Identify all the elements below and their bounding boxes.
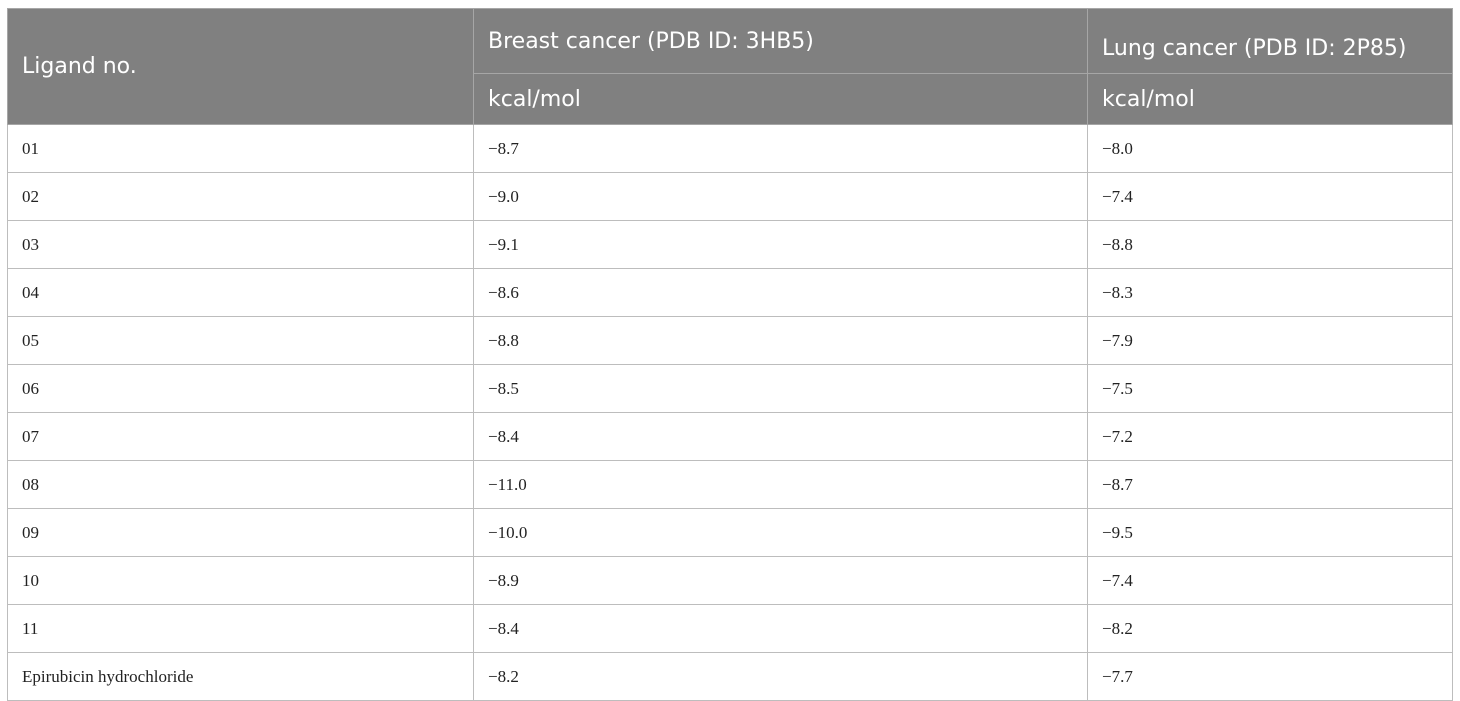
- cell-breast-energy: −8.8: [473, 316, 1088, 365]
- cell-lung-energy: −8.7: [1087, 460, 1453, 509]
- header-ligand-no: Ligand no.: [7, 8, 474, 125]
- cell-breast-energy: −10.0: [473, 508, 1088, 557]
- cell-lung-energy: −8.2: [1087, 604, 1453, 653]
- table-row: 04 −8.6 −8.3: [7, 268, 1453, 317]
- cell-ligand: 08: [7, 460, 474, 509]
- cell-ligand: 04: [7, 268, 474, 317]
- cell-lung-energy: −9.5: [1087, 508, 1453, 557]
- docking-results-table: Ligand no. Breast cancer (PDB ID: 3HB5) …: [7, 8, 1453, 701]
- table-row: 05 −8.8 −7.9: [7, 316, 1453, 365]
- cell-breast-energy: −9.0: [473, 172, 1088, 221]
- table-row: 06 −8.5 −7.5: [7, 364, 1453, 413]
- cell-ligand: 05: [7, 316, 474, 365]
- cell-breast-energy: −11.0: [473, 460, 1088, 509]
- cell-lung-energy: −7.2: [1087, 412, 1453, 461]
- cell-ligand: 01: [7, 124, 474, 173]
- cell-lung-energy: −7.5: [1087, 364, 1453, 413]
- header-lung-unit: kcal/mol: [1087, 73, 1453, 125]
- cell-lung-energy: −8.3: [1087, 268, 1453, 317]
- header-lung-cancer: Lung cancer (PDB ID: 2P85): [1087, 8, 1453, 74]
- table-row: 08 −11.0 −8.7: [7, 460, 1453, 509]
- cell-lung-energy: −8.0: [1087, 124, 1453, 173]
- header-row-units: kcal/mol kcal/mol: [8, 73, 1453, 125]
- cell-ligand: Epirubicin hydrochloride: [7, 652, 474, 701]
- table-row: 07 −8.4 −7.2: [7, 412, 1453, 461]
- cell-breast-energy: −8.7: [473, 124, 1088, 173]
- table-header: Ligand no. Breast cancer (PDB ID: 3HB5) …: [7, 8, 1453, 125]
- table-row: 02 −9.0 −7.4: [7, 172, 1453, 221]
- cell-lung-energy: −8.8: [1087, 220, 1453, 269]
- cell-ligand: 03: [7, 220, 474, 269]
- cell-breast-energy: −8.4: [473, 412, 1088, 461]
- table-row: Epirubicin hydrochloride −8.2 −7.7: [7, 652, 1453, 701]
- cell-lung-energy: −7.4: [1087, 172, 1453, 221]
- docking-results-table-container: Ligand no. Breast cancer (PDB ID: 3HB5) …: [7, 8, 1453, 701]
- table-row: 09 −10.0 −9.5: [7, 508, 1453, 557]
- cell-breast-energy: −9.1: [473, 220, 1088, 269]
- cell-lung-energy: −7.7: [1087, 652, 1453, 701]
- cell-ligand: 11: [7, 604, 474, 653]
- cell-breast-energy: −8.9: [473, 556, 1088, 605]
- table-row: 10 −8.9 −7.4: [7, 556, 1453, 605]
- table-body: 01 −8.7 −8.0 02 −9.0 −7.4 03 −9.1 −8.8 04 −8.6 −8.3…: [7, 124, 1453, 701]
- table-row: 03 −9.1 −8.8: [7, 220, 1453, 269]
- cell-breast-energy: −8.2: [473, 652, 1088, 701]
- cell-ligand: 07: [7, 412, 474, 461]
- header-breast-unit: kcal/mol: [473, 73, 1088, 125]
- cell-breast-energy: −8.5: [473, 364, 1088, 413]
- cell-breast-energy: −8.4: [473, 604, 1088, 653]
- cell-lung-energy: −7.9: [1087, 316, 1453, 365]
- header-breast-cancer: Breast cancer (PDB ID: 3HB5): [473, 8, 1088, 74]
- cell-ligand: 10: [7, 556, 474, 605]
- cell-ligand: 06: [7, 364, 474, 413]
- table-row: 01 −8.7 −8.0: [7, 124, 1453, 173]
- cell-ligand: 09: [7, 508, 474, 557]
- table-row: 11 −8.4 −8.2: [7, 604, 1453, 653]
- cell-breast-energy: −8.6: [473, 268, 1088, 317]
- cell-lung-energy: −7.4: [1087, 556, 1453, 605]
- cell-ligand: 02: [7, 172, 474, 221]
- header-row-top: Ligand no. Breast cancer (PDB ID: 3HB5) …: [7, 8, 1453, 125]
